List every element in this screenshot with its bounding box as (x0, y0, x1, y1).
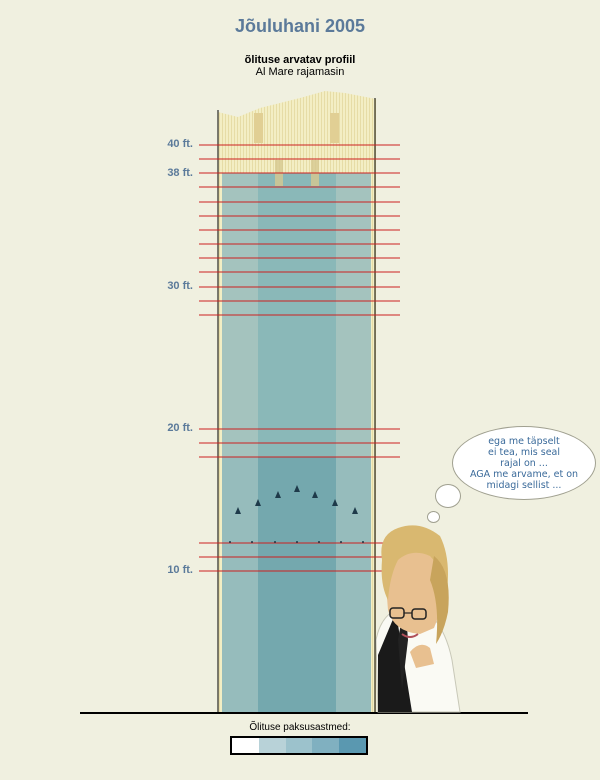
bubble-line: midagi sellist ... (486, 479, 562, 491)
legend-swatch (285, 738, 313, 753)
bubble-line: ega me täpselt (488, 435, 560, 447)
oil-thickness-legend (230, 736, 368, 755)
depth-label-38: 38 ft. (167, 167, 193, 179)
legend-swatch (232, 738, 259, 753)
bubble-line: AGA me arvame, et on (469, 468, 579, 480)
machine-name: Al Mare rajamasin (255, 66, 345, 78)
diagram-subtitle: õlituse arvatav profiil (244, 54, 356, 66)
thought-dot-large (435, 484, 461, 508)
guide-dots (229, 541, 364, 543)
depth-label-40: 40 ft. (167, 138, 193, 150)
oil-zone-lower-center (258, 457, 336, 712)
bubble-line: ei tea, mis seal (487, 446, 561, 458)
depth-label-10: 10 ft. (167, 564, 193, 576)
target-arrows (235, 485, 358, 514)
legend-swatch (312, 738, 340, 753)
legend-swatch (258, 738, 286, 753)
bubble-line: rajal on ... (500, 457, 548, 469)
person-illustration (375, 525, 461, 713)
thought-dot-small (427, 511, 440, 523)
thought-bubble: ega me täpselt ei tea, mis seal rajal on… (452, 426, 596, 500)
legend-swatch (339, 738, 366, 753)
depth-label-30: 30 ft. (167, 280, 193, 292)
page-title: Jõuluhani 2005 (234, 16, 366, 36)
board-lines (199, 144, 400, 572)
legend-label: Õlituse paksusastmed: (249, 722, 351, 733)
depth-label-20: 20 ft. (167, 422, 193, 434)
